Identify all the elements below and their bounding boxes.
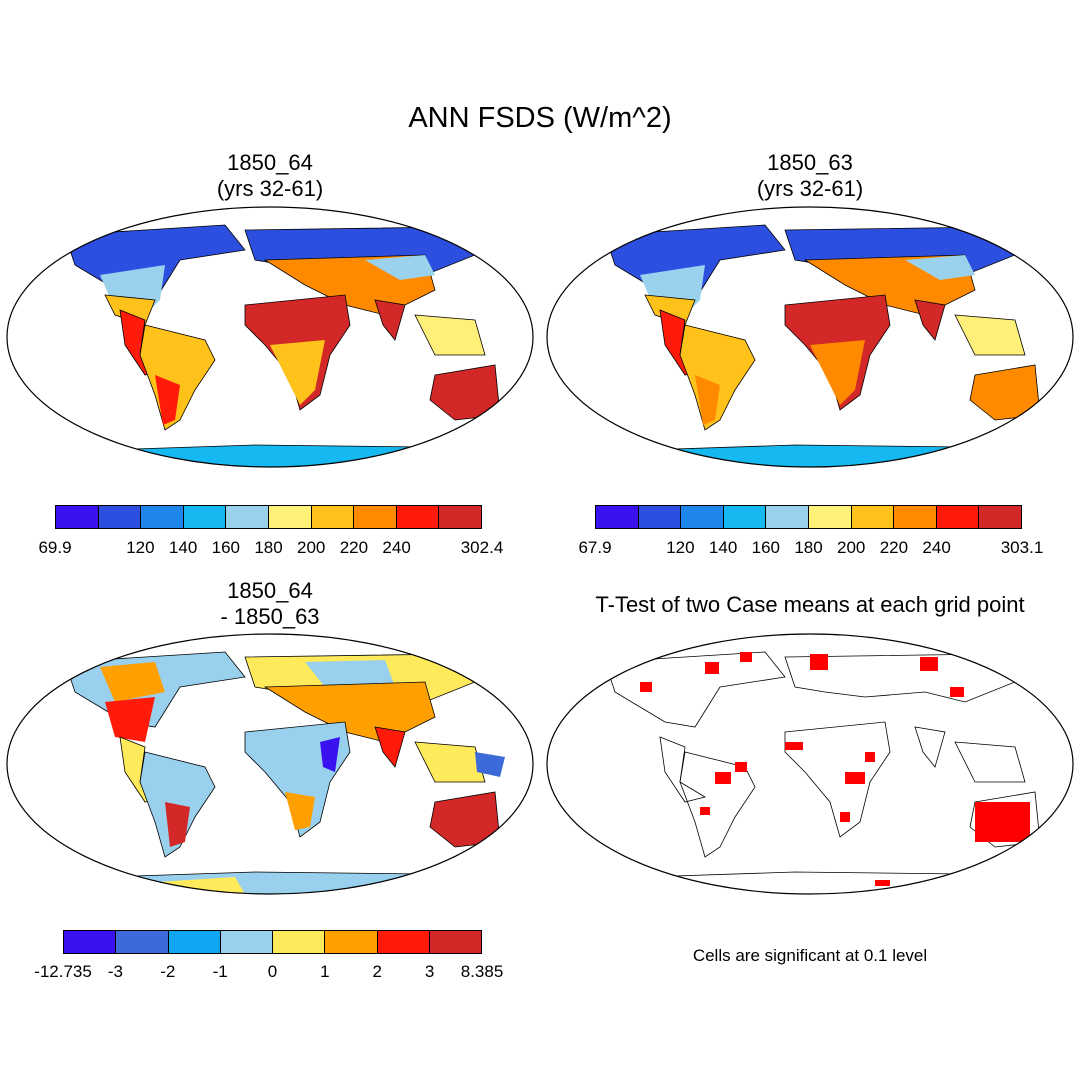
colorbar-tick-label: 1: [320, 962, 330, 981]
colorbar-tick-label: 240: [922, 538, 951, 557]
map-case-1850-64: [6, 206, 534, 468]
colorbar-tick-label: -12.735: [34, 962, 92, 981]
panel-difference-subtitle: - 1850_63: [220, 604, 320, 629]
colorbar-cell: [311, 506, 355, 528]
map-ttest-significance: [546, 633, 1074, 895]
panel-case-name: 1850_63: [767, 150, 853, 175]
colorbar-tick-label: 160: [211, 538, 240, 557]
colorbar-tick-label: 220: [879, 538, 909, 557]
colorbar-cell: [596, 506, 639, 528]
panel-title-difference: 1850_64 - 1850_63: [110, 578, 430, 630]
colorbar-tick-label: 0: [267, 962, 278, 981]
colorbar-tick-label: 120: [126, 538, 155, 557]
colorbar-tick-label: 180: [794, 538, 823, 557]
panel-title-ttest: T-Test of two Case means at each grid po…: [595, 592, 1025, 617]
colorbar-cell: [808, 506, 852, 528]
colorbar-cell: [98, 506, 142, 528]
panel-years: (yrs 32-61): [756, 176, 864, 201]
colorbar-cell: [377, 931, 430, 953]
panel-years: (yrs 32-61): [216, 176, 324, 201]
colorbar-cell: [116, 931, 169, 953]
colorbar-tick-label: 140: [708, 538, 738, 557]
colorbar-cell: [273, 931, 326, 953]
colorbar-cell: [723, 506, 767, 528]
panel-title-top-right: 1850_63 (yrs 32-61): [650, 150, 970, 202]
colorbar-tick-label: 303.1: [1000, 538, 1044, 557]
colorbar-tick-label: 160: [751, 538, 780, 557]
colorbar-cell: [396, 506, 440, 528]
panel-case-name: 1850_64: [227, 578, 313, 603]
colorbar-tick-label: 200: [297, 538, 326, 557]
colorbar-cell: [325, 931, 378, 953]
map-difference: [6, 633, 534, 895]
colorbar-cell: [183, 506, 227, 528]
colorbar-cell: [429, 931, 481, 953]
colorbar-cell: [64, 931, 117, 953]
colorbar-cell: [141, 506, 184, 528]
colorbar-tick-label: 120: [666, 538, 695, 557]
colorbar-tick-label: 240: [382, 538, 411, 557]
colorbar-tick-label: 200: [837, 538, 866, 557]
colorbar-cell: [268, 506, 312, 528]
colorbar-cell: [354, 506, 397, 528]
colorbar-cell: [766, 506, 809, 528]
colorbar-tick-label: 69.9: [38, 538, 72, 557]
colorbar-cell: [979, 506, 1021, 528]
colorbar-tick-label: -2: [160, 962, 176, 981]
significance-note: Cells are significant at 0.1 level: [692, 946, 928, 965]
colorbar-difference: [63, 930, 482, 954]
colorbar-tick-label: -1: [212, 962, 228, 981]
colorbar-cell: [439, 506, 481, 528]
colorbar-case-1850-64: [55, 505, 482, 529]
map-case-1850-63: [546, 206, 1074, 468]
colorbar-tick-label: -3: [107, 962, 123, 981]
colorbar-tick-label: 8.385: [460, 962, 504, 981]
colorbar-cell: [168, 931, 221, 953]
colorbar-tick-label: 67.9: [578, 538, 612, 557]
colorbar-cell: [638, 506, 682, 528]
colorbar-tick-label: 220: [339, 538, 369, 557]
colorbar-cell: [894, 506, 937, 528]
colorbar-cell: [220, 931, 273, 953]
panel-case-name: 1850_64: [227, 150, 313, 175]
colorbar-tick-label: 302.4: [460, 538, 504, 557]
colorbar-cell: [226, 506, 269, 528]
colorbar-cell: [56, 506, 99, 528]
colorbar-tick-label: 2: [372, 962, 382, 981]
colorbar-cell: [851, 506, 895, 528]
colorbar-case-1850-63: [595, 505, 1022, 529]
colorbar-tick-label: 3: [424, 962, 435, 981]
figure-title: ANN FSDS (W/m^2): [408, 102, 672, 134]
colorbar-cell: [936, 506, 980, 528]
colorbar-cell: [681, 506, 724, 528]
colorbar-tick-label: 180: [254, 538, 283, 557]
panel-title-top-left: 1850_64 (yrs 32-61): [110, 150, 430, 202]
colorbar-tick-label: 140: [168, 538, 198, 557]
